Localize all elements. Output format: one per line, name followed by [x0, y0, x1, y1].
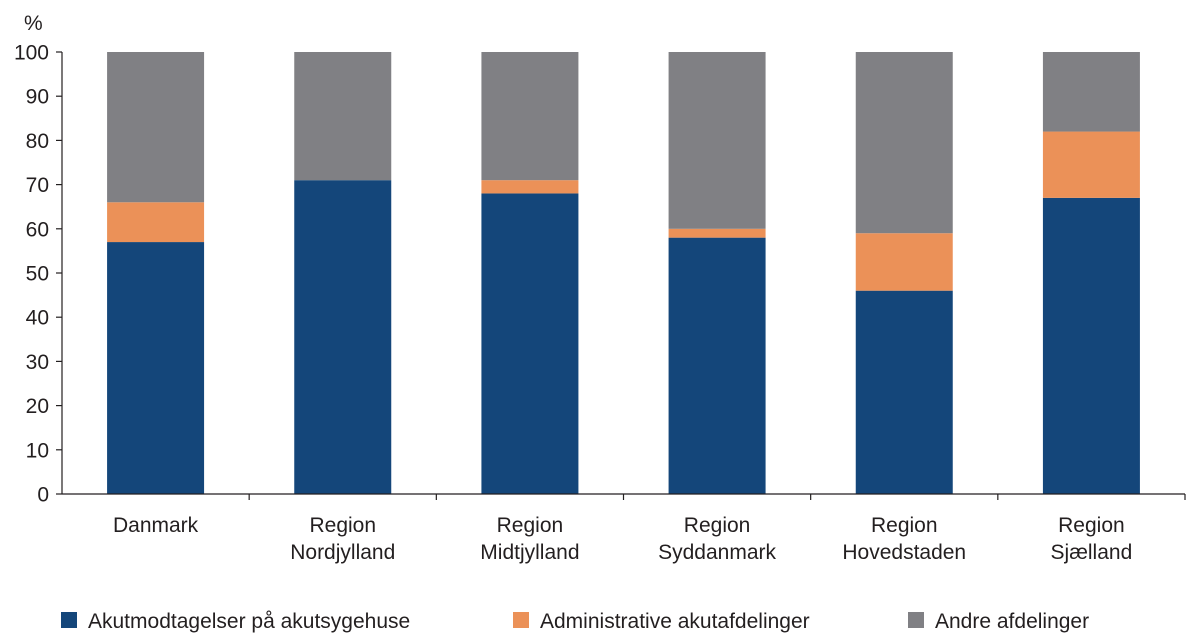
bar-segment-5-series-1 — [855, 290, 953, 494]
y-tick-label: 50 — [26, 263, 49, 286]
x-category-label: Region — [684, 514, 751, 537]
x-category-label: Danmark — [113, 514, 199, 537]
bar-segment-3-series-1 — [481, 193, 579, 494]
x-category-label: Region — [497, 514, 564, 537]
legend-swatch — [908, 612, 924, 628]
bar-segment-2-series-3 — [294, 52, 392, 181]
bar-segment-4-series-3 — [668, 52, 766, 229]
bar-segment-6-series-2 — [1042, 131, 1140, 198]
y-axis-unit-label: % — [24, 12, 43, 35]
y-tick-label: 0 — [37, 484, 49, 507]
bars-layer — [107, 52, 1140, 495]
bar-segment-1-series-1 — [107, 242, 205, 494]
legend-label: Akutmodtagelser på akutsygehuse — [88, 610, 410, 633]
x-category-label: Region — [1058, 514, 1125, 537]
x-category-label: Region — [309, 514, 376, 537]
bar-segment-1-series-3 — [107, 52, 205, 203]
bar-segment-5-series-3 — [855, 52, 953, 234]
y-tick-label: 60 — [26, 218, 49, 241]
y-axis: 0 10 20 30 40 50 60 70 80 90 100 — [14, 42, 63, 507]
y-tick-label: 80 — [26, 130, 49, 153]
x-category-label: Midtjylland — [480, 541, 579, 564]
y-tick-label: 70 — [26, 174, 49, 197]
x-category-label: Nordjylland — [290, 541, 395, 564]
y-tick-label: 20 — [26, 395, 49, 418]
x-category-label: Region — [871, 514, 938, 537]
legend-label: Andre afdelinger — [935, 610, 1089, 633]
bar-segment-4-series-1 — [668, 237, 766, 494]
y-tick-label: 10 — [26, 439, 49, 462]
bar-segment-6-series-1 — [1042, 197, 1140, 495]
legend: Akutmodtagelser på akutsygehuse Administr… — [61, 610, 1089, 633]
y-tick-label: 40 — [26, 307, 49, 330]
y-tick-label: 90 — [26, 86, 49, 109]
y-tick-label: 30 — [26, 351, 49, 374]
x-category-label: Hovedstaden — [842, 541, 966, 564]
bar-segment-5-series-2 — [855, 233, 953, 291]
x-category-label: Syddanmark — [658, 541, 776, 564]
bar-segment-6-series-3 — [1042, 52, 1140, 132]
legend-label: Administrative akutafdelinger — [540, 610, 810, 633]
y-tick-label: 100 — [14, 42, 49, 65]
x-axis: Danmark Region Nordjylland Region Midtjyllan… — [62, 493, 1186, 564]
legend-swatch — [513, 612, 529, 628]
bar-segment-1-series-2 — [107, 202, 205, 243]
x-category-label: Sjælland — [1051, 541, 1133, 564]
bar-segment-3-series-3 — [481, 52, 579, 181]
legend-swatch — [61, 612, 77, 628]
bar-segment-3-series-2 — [481, 180, 579, 194]
bar-segment-4-series-2 — [668, 228, 766, 238]
bar-segment-2-series-1 — [294, 180, 392, 494]
